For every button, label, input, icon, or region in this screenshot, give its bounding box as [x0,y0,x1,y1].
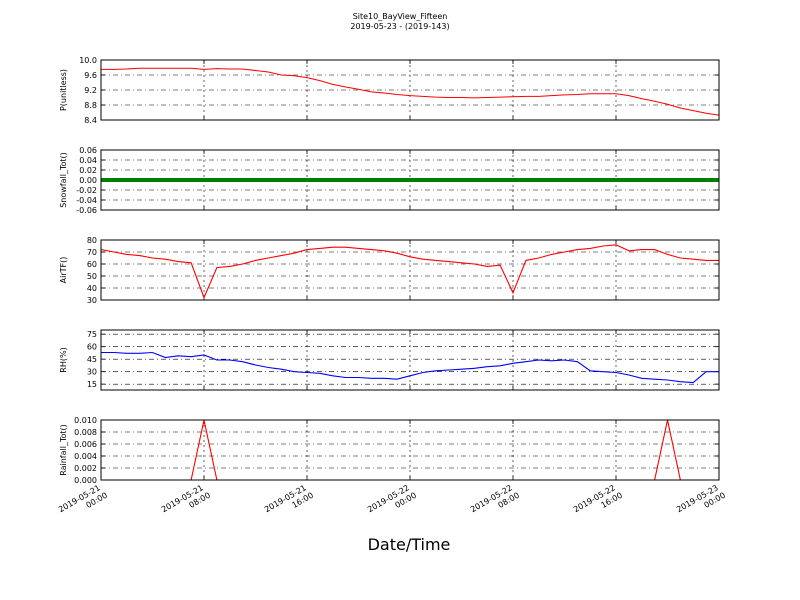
y-tick-label: 0.010 [74,416,97,425]
y-axis-label: Snowfall_Tot() [59,152,68,208]
y-tick-label: -0.04 [76,196,97,205]
figure-title: Site10_BayView_Fifteen [353,12,448,21]
plot-frame [100,59,720,121]
plot-frame [100,329,720,391]
y-tick-label: 60 [87,343,97,352]
y-tick-label: 0.006 [74,440,97,449]
y-tick-label: -0.06 [76,206,97,215]
data-line [100,244,719,300]
y-tick-label: 50 [87,272,97,281]
y-tick-label: 9.6 [84,71,97,80]
y-tick-label: 30 [87,296,97,305]
plot-frame [100,149,720,211]
y-tick-label: 0.008 [74,428,97,437]
y-tick-label: 15 [87,380,97,389]
plot-frame [100,419,720,481]
y-axis-label: Rainfall_Tot() [59,424,68,476]
y-tick-label: 0.000 [74,476,97,485]
y-tick-label: 80 [87,236,97,245]
y-tick-label: 0.02 [79,166,97,175]
y-tick-label: 0.00 [79,176,97,185]
y-axis-label: AirTF() [59,257,68,284]
y-tick-label: 30 [87,368,97,377]
y-tick-label: 9.2 [84,86,97,95]
data-line [101,351,719,384]
y-tick-label: 0.04 [79,156,97,165]
y-tick-label: 0.06 [79,146,97,155]
x-axis-label: Date/Time [368,535,451,554]
y-tick-label: 8.8 [84,101,97,110]
y-tick-label: 60 [87,260,97,269]
y-tick-label: -0.02 [76,186,97,195]
y-tick-label: 40 [87,284,97,293]
y-axis-label: P(unitless) [59,69,68,111]
y-tick-label: 0.002 [74,464,97,473]
plot-frame [100,239,720,301]
y-tick-label: 70 [87,248,97,257]
y-tick-label: 8.4 [84,116,97,125]
y-tick-label: 75 [87,330,97,339]
data-line [101,67,720,116]
y-tick-label: 45 [87,355,97,364]
y-axis-label: RH(%) [59,347,68,372]
y-tick-label: 10.0 [79,56,97,65]
y-tick-label: 0.004 [74,452,97,461]
figure-subtitle: 2019-05-23 - (2019-143) [350,22,449,31]
